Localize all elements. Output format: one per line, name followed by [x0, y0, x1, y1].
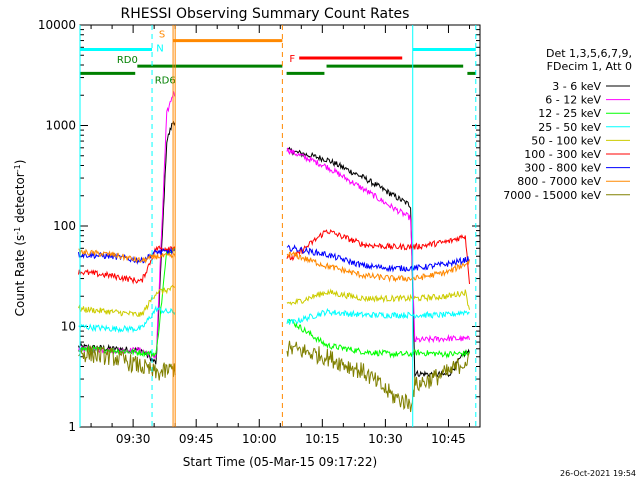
x-tick-label: 09:45	[179, 432, 214, 446]
flag-label-s: S	[159, 30, 165, 41]
flag-label-n: N	[156, 44, 163, 55]
y-tick-label: 10	[61, 320, 76, 334]
x-tick-label: 10:00	[242, 432, 277, 446]
series-line-3-1	[286, 307, 470, 325]
legend-title-line: FDecim 1, Att 0	[547, 60, 632, 73]
vertical-markers	[79, 25, 477, 427]
series-line-4-1	[286, 288, 470, 310]
series-line-0-1	[286, 146, 470, 378]
legend-label: 7000 - 15000 keV	[503, 189, 601, 202]
x-axis-label: Start Time (05-Mar-15 09:17:22)	[183, 455, 377, 469]
y-tick-label: 1	[68, 420, 76, 434]
legend-label: 800 - 7000 keV	[517, 175, 601, 188]
chart-title: RHESSI Observing Summary Count Rates	[121, 6, 410, 22]
legend: Det 1,3,5,6,7,9,FDecim 1, Att 0 3 - 6 keV…	[503, 47, 632, 202]
legend-label: 25 - 50 keV	[538, 121, 601, 134]
flag-label-rd6: RD6	[155, 75, 176, 86]
x-tick-label: 10:45	[431, 432, 466, 446]
series-line-1-0	[78, 91, 176, 360]
y-label-mid: detector	[13, 172, 27, 227]
y-axis-label: Count Rate (s-1 detector-1)	[13, 160, 28, 317]
legend-label: 100 - 300 keV	[524, 148, 601, 161]
series-line-5-0	[78, 245, 176, 285]
series-line-2-0	[78, 247, 176, 358]
svg-text:Count Rate (s-1 detector-1): Count Rate (s-1 detector-1)	[13, 160, 28, 317]
y-tick-label: 100	[53, 219, 76, 233]
series-line-4-0	[78, 284, 176, 318]
series-line-7-0	[78, 248, 176, 264]
flag-label-f: F	[289, 54, 295, 65]
series-line-0-0	[78, 120, 176, 365]
flag-bars: NS F RD0 RD6	[80, 30, 476, 86]
legend-label: 50 - 100 keV	[531, 134, 601, 147]
data-series	[78, 91, 470, 413]
y-label-end: )	[13, 160, 27, 165]
series-line-7-1	[286, 250, 470, 283]
series-line-8-1	[286, 340, 470, 413]
x-tick-label: 09:30	[116, 432, 151, 446]
legend-label: 12 - 25 keV	[538, 107, 601, 120]
timestamp: 26-Oct-2021 19:54	[560, 469, 636, 478]
legend-label: 300 - 800 keV	[524, 162, 601, 175]
series-line-6-1	[286, 244, 470, 273]
series-line-8-0	[78, 345, 176, 381]
legend-label: 6 - 12 keV	[545, 94, 601, 107]
series-line-2-1	[286, 318, 470, 359]
y-label-sup1: -1	[13, 227, 22, 235]
y-tick-label: 1000	[45, 119, 76, 133]
legend-title-line: Det 1,3,5,6,7,9,	[546, 47, 632, 60]
y-label-main: Count Rate (s	[13, 235, 27, 317]
x-tick-label: 10:30	[368, 432, 403, 446]
series-line-1-1	[286, 147, 470, 344]
y-label-sup2: -1	[13, 164, 22, 172]
flag-label-rd0: RD0	[117, 55, 138, 66]
series-line-5-1	[286, 228, 470, 285]
series-line-3-0	[78, 305, 176, 334]
x-tick-label: 10:15	[305, 432, 340, 446]
plot-axes: 1 10 100 1000 10000 09:30 09:45 10:00 10:15 10:30…	[38, 18, 481, 446]
legend-label: 3 - 6 keV	[552, 80, 601, 93]
y-tick-label: 10000	[38, 18, 76, 32]
